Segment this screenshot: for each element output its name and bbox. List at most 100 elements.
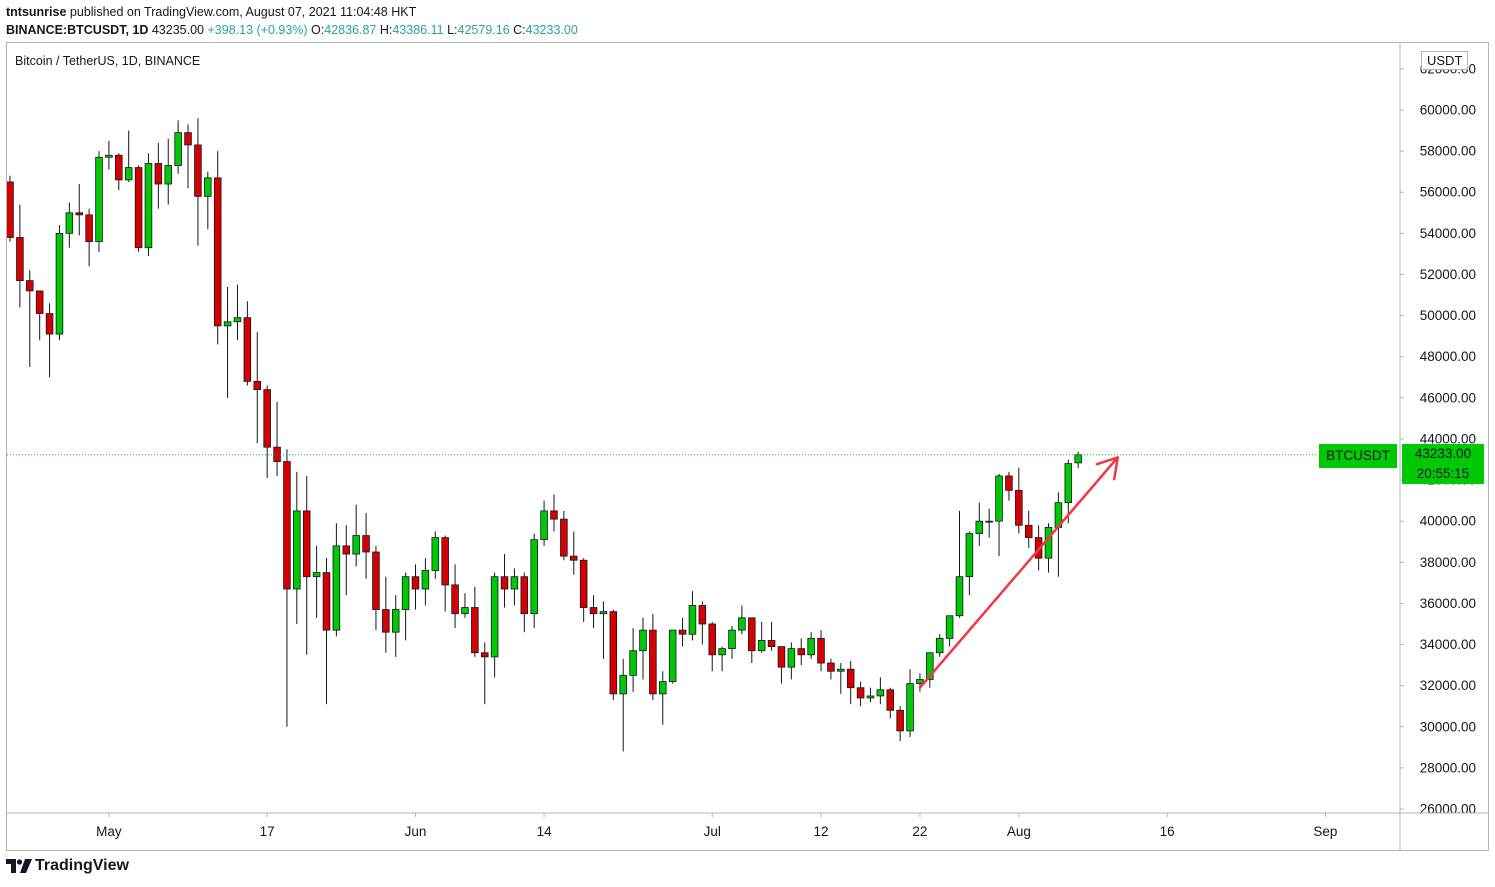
candle[interactable] — [421, 558, 430, 606]
candle[interactable] — [837, 663, 845, 694]
candle[interactable] — [807, 632, 815, 659]
candle[interactable] — [510, 568, 519, 606]
candle[interactable] — [312, 545, 321, 618]
candle[interactable] — [352, 504, 360, 567]
candle[interactable] — [886, 687, 895, 719]
candle[interactable] — [995, 473, 1003, 557]
candle[interactable] — [55, 225, 64, 341]
candle[interactable] — [876, 677, 885, 705]
candle[interactable] — [35, 290, 44, 341]
candle[interactable] — [164, 138, 173, 205]
candle[interactable] — [441, 535, 449, 612]
candle[interactable] — [342, 525, 351, 596]
candle[interactable] — [431, 531, 440, 579]
candle[interactable] — [144, 153, 153, 256]
candle[interactable] — [362, 512, 370, 579]
candle[interactable] — [906, 669, 914, 738]
candle[interactable] — [26, 270, 34, 367]
candle[interactable] — [668, 629, 677, 684]
candle[interactable] — [856, 681, 865, 707]
candle[interactable] — [738, 605, 746, 635]
candle[interactable] — [945, 615, 954, 647]
candle[interactable] — [471, 586, 479, 657]
candle[interactable] — [174, 120, 182, 174]
candle[interactable] — [213, 151, 222, 345]
candle[interactable] — [579, 558, 588, 622]
candle[interactable] — [797, 638, 806, 666]
candle[interactable] — [451, 564, 459, 629]
candle[interactable] — [283, 449, 291, 727]
candle[interactable] — [223, 286, 232, 398]
candle[interactable] — [293, 471, 301, 624]
candle[interactable] — [16, 204, 24, 308]
candle[interactable] — [530, 533, 538, 629]
candle[interactable] — [65, 202, 74, 248]
candle[interactable] — [540, 500, 548, 546]
tradingview-logo[interactable]: TradingView — [6, 857, 129, 875]
candle[interactable] — [935, 634, 944, 657]
candle[interactable] — [184, 124, 192, 189]
candle[interactable] — [599, 601, 608, 659]
candle[interactable] — [85, 208, 93, 267]
publisher-user[interactable]: tntsunrise — [6, 5, 67, 19]
candle[interactable] — [866, 687, 875, 703]
candle[interactable] — [619, 658, 627, 752]
candle[interactable] — [767, 621, 776, 651]
candle[interactable] — [243, 301, 252, 386]
candle[interactable] — [817, 630, 825, 672]
candle[interactable] — [233, 284, 242, 341]
candle[interactable] — [708, 621, 716, 672]
candle[interactable] — [569, 531, 578, 575]
candle[interactable] — [787, 642, 796, 680]
candle[interactable] — [985, 508, 993, 538]
candle[interactable] — [154, 142, 163, 209]
candle[interactable] — [520, 572, 529, 633]
candle[interactable] — [1024, 510, 1033, 548]
candle[interactable] — [777, 646, 786, 684]
candle[interactable] — [678, 617, 687, 647]
candle[interactable] — [411, 564, 420, 610]
candle[interactable] — [550, 494, 558, 532]
trend-arrow[interactable] — [918, 456, 1119, 689]
candle[interactable] — [629, 628, 637, 692]
candle[interactable] — [332, 523, 341, 637]
candle[interactable] — [698, 601, 707, 645]
candle[interactable] — [955, 510, 964, 618]
candle[interactable] — [302, 475, 311, 655]
candle[interactable] — [95, 151, 103, 252]
candle[interactable] — [975, 502, 984, 546]
candle[interactable] — [382, 576, 390, 653]
candle[interactable] — [728, 626, 736, 659]
candle[interactable] — [500, 554, 509, 608]
candle[interactable] — [480, 642, 489, 705]
candle[interactable] — [1005, 471, 1013, 501]
candle[interactable] — [75, 184, 83, 236]
candle[interactable] — [263, 385, 271, 479]
candle[interactable] — [461, 593, 469, 618]
candle[interactable] — [490, 572, 499, 678]
candle[interactable] — [688, 591, 697, 641]
candle[interactable] — [718, 646, 726, 672]
price-unit-badge[interactable]: USDT — [1421, 51, 1469, 70]
candle[interactable] — [659, 671, 667, 725]
candle[interactable] — [115, 153, 123, 191]
candle[interactable] — [1015, 467, 1023, 534]
candle[interactable] — [965, 531, 974, 596]
candle[interactable] — [204, 171, 212, 230]
candle[interactable] — [253, 332, 262, 444]
candle[interactable] — [609, 609, 618, 701]
candle[interactable] — [589, 595, 598, 629]
candle[interactable] — [401, 572, 410, 641]
candle[interactable] — [560, 510, 568, 561]
candle[interactable] — [846, 660, 855, 705]
candle[interactable] — [372, 545, 380, 631]
candle[interactable] — [134, 165, 143, 252]
candle[interactable] — [322, 558, 331, 705]
candle[interactable] — [896, 706, 904, 742]
candle[interactable] — [45, 303, 54, 378]
candle[interactable] — [926, 652, 934, 688]
candle[interactable] — [827, 658, 835, 680]
candle[interactable] — [649, 613, 657, 701]
candle[interactable] — [1064, 459, 1073, 524]
candle[interactable] — [639, 617, 647, 680]
